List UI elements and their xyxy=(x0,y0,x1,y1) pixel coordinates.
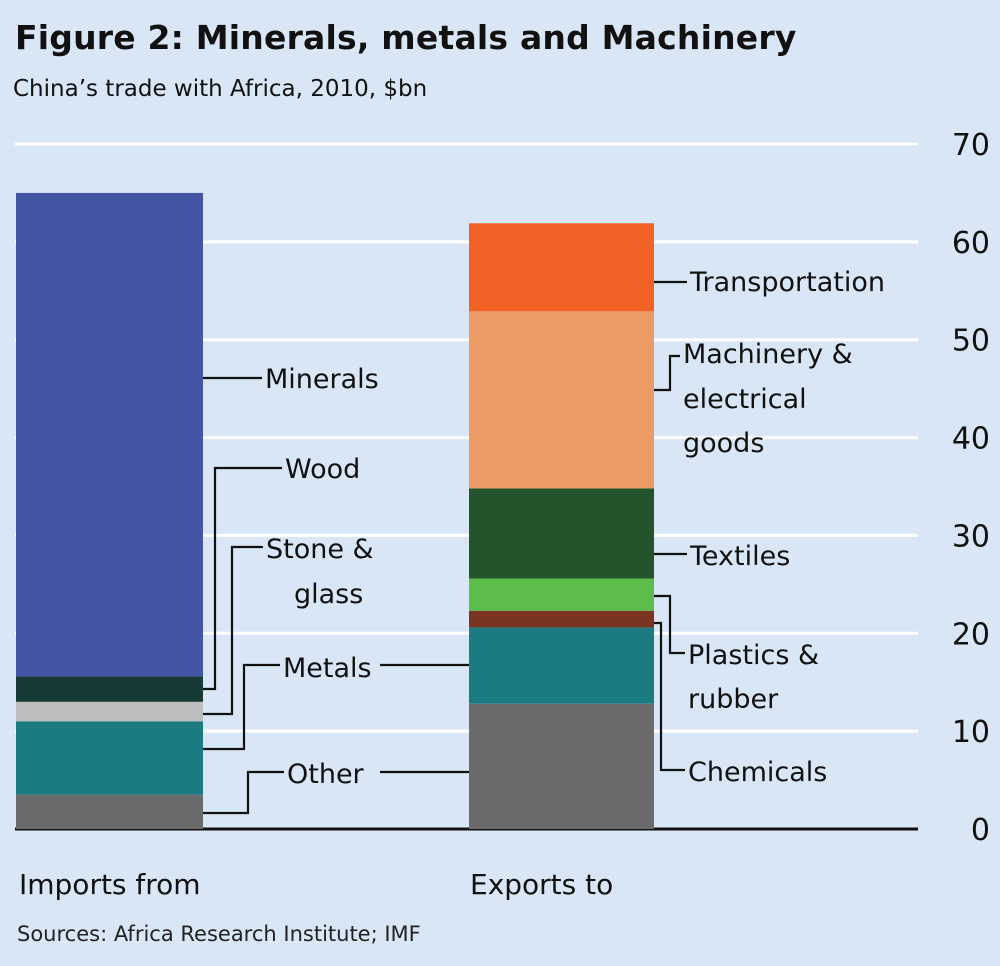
label-wood: Wood xyxy=(285,454,360,485)
exports-segment-other xyxy=(469,703,654,829)
y-tick-label: 70 xyxy=(952,128,990,163)
leader-line xyxy=(203,770,284,815)
leader-lines xyxy=(203,280,687,815)
exports-segment-chemicals xyxy=(469,610,654,628)
label-plastics-line2: rubber xyxy=(688,684,779,715)
leader-line xyxy=(203,663,280,751)
y-tick-label: 50 xyxy=(952,324,990,359)
leader-line xyxy=(654,621,685,772)
label-machinery-line1: Machinery & xyxy=(683,339,853,370)
label-metals: Metals xyxy=(283,653,372,684)
label-textiles: Textiles xyxy=(689,541,790,572)
label-transportation: Transportation xyxy=(689,267,885,298)
chart-title: Figure 2: Minerals, metals and Machinery xyxy=(15,18,797,57)
label-machinery-line2: electrical xyxy=(683,384,807,415)
y-axis-tick-labels: 0 10 20 30 40 50 60 70 xyxy=(952,128,990,848)
imports-segment-minerals xyxy=(16,192,203,677)
imports-segment-wood xyxy=(16,676,203,702)
exports-segment-plastics-rubber xyxy=(469,578,654,611)
y-tick-label: 60 xyxy=(952,226,990,261)
imports-segment-other xyxy=(16,794,203,829)
y-tick-label: 40 xyxy=(952,422,990,457)
label-minerals: Minerals xyxy=(265,364,379,395)
exports-segment-metals xyxy=(469,627,654,704)
label-machinery-line3: goods xyxy=(683,428,764,459)
exports-segment-textiles xyxy=(469,488,654,579)
y-tick-label: 0 xyxy=(971,813,990,848)
label-chemicals: Chemicals xyxy=(688,757,827,788)
label-plastics-line1: Plastics & xyxy=(688,640,819,671)
segment-labels: Minerals Wood Stone & glass Metals Other… xyxy=(265,267,885,790)
label-stone-line1: Stone & xyxy=(266,534,374,565)
source-note: Sources: Africa Research Institute; IMF xyxy=(17,922,421,946)
chart-subtitle: China’s trade with Africa, 2010, $bn xyxy=(13,76,428,102)
category-label-imports: Imports from xyxy=(19,868,201,901)
leader-line xyxy=(203,545,263,716)
category-label-exports: Exports to xyxy=(470,868,613,901)
exports-segment-transportation xyxy=(469,223,654,312)
leader-line xyxy=(654,594,685,655)
imports-segment-metals xyxy=(16,721,203,795)
label-stone-line2: glass xyxy=(294,579,363,610)
leader-line xyxy=(654,354,680,392)
leader-line xyxy=(203,466,282,691)
bars xyxy=(16,192,654,829)
y-tick-label: 30 xyxy=(952,519,990,554)
y-tick-label: 20 xyxy=(952,617,990,652)
exports-segment-machinery-electrical-goods xyxy=(469,311,654,489)
y-tick-label: 10 xyxy=(952,715,990,750)
label-other: Other xyxy=(287,759,365,790)
imports-segment-stone-glass xyxy=(16,701,203,722)
